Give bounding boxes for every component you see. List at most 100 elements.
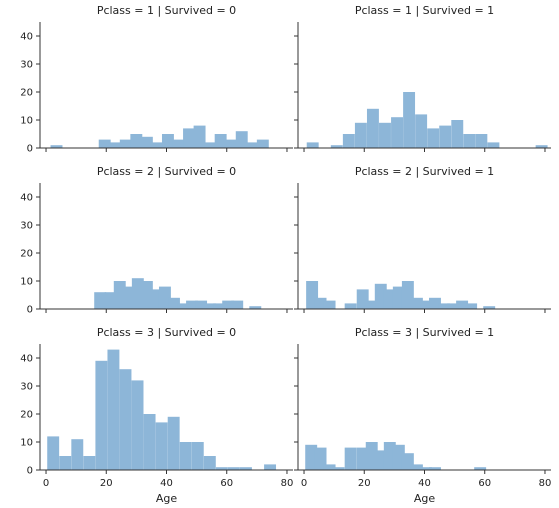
histogram-bar	[392, 286, 405, 309]
histogram-bar	[122, 286, 135, 309]
x-tick-label: 0	[43, 478, 49, 489]
y-tick-label: 0	[27, 144, 33, 155]
panel-title: Pclass = 3 | Survived = 0	[97, 326, 236, 339]
histogram-bar	[83, 456, 96, 470]
histogram-bar	[439, 125, 452, 148]
histogram-bar	[366, 108, 379, 148]
histogram-bar	[222, 300, 235, 309]
x-axis-label: Age	[156, 492, 178, 505]
x-axis-label: Age	[414, 492, 436, 505]
x-tick-label: 0	[301, 478, 307, 489]
histogram-bar	[168, 297, 180, 309]
histogram-bar	[419, 467, 432, 470]
histogram-bar	[151, 142, 164, 148]
histogram-bar	[47, 436, 60, 470]
histogram-bar	[487, 142, 500, 148]
histogram-bar	[119, 369, 132, 470]
x-tick-label: 20	[100, 478, 113, 489]
histogram-bar	[204, 142, 217, 148]
histogram-bar	[98, 139, 111, 148]
histogram-bar	[332, 467, 345, 470]
histogram-bar	[155, 422, 168, 470]
histogram-bar	[379, 122, 391, 148]
histogram-bar	[119, 139, 132, 148]
histogram-bar	[140, 136, 153, 148]
histogram-bar	[256, 139, 269, 148]
histogram-bar	[401, 281, 414, 309]
y-tick-label: 30	[20, 60, 33, 71]
histogram-bar	[177, 303, 189, 309]
histogram-bar	[354, 122, 367, 148]
x-tick-label: 40	[160, 478, 173, 489]
y-tick-label: 10	[20, 116, 33, 127]
histogram-bar	[410, 464, 423, 470]
histogram-bar	[342, 134, 355, 148]
histogram-bar	[535, 145, 548, 148]
y-tick-label: 40	[20, 193, 33, 204]
histogram-bar	[323, 464, 336, 470]
histogram-bar	[131, 278, 144, 309]
histogram-bar	[314, 447, 327, 470]
histogram-bar	[427, 128, 440, 148]
histogram-bar	[179, 442, 192, 470]
y-tick-label: 20	[20, 88, 33, 99]
histogram-bar	[186, 300, 199, 309]
y-tick-label: 40	[20, 32, 33, 43]
histogram-bar	[130, 134, 143, 148]
histogram-bar	[383, 442, 396, 470]
histogram-bar	[323, 300, 336, 309]
histogram-bar	[227, 467, 240, 470]
panel-title: Pclass = 1 | Survived = 0	[97, 4, 236, 17]
x-tick-label: 40	[418, 478, 431, 489]
histogram-bar	[109, 142, 122, 148]
histogram-bar	[183, 128, 195, 148]
histogram-bar	[419, 300, 432, 309]
histogram-bar	[356, 447, 369, 470]
histogram-bar	[344, 447, 357, 470]
y-tick-label: 20	[20, 410, 33, 421]
x-tick-label: 80	[539, 478, 552, 489]
histogram-bar	[463, 134, 476, 148]
y-tick-label: 10	[20, 277, 33, 288]
histogram-bar	[195, 300, 208, 309]
y-tick-label: 30	[20, 221, 33, 232]
histogram-bar	[231, 300, 244, 309]
histogram-bar	[214, 134, 227, 148]
histogram-bar	[401, 453, 414, 470]
panel-title: Pclass = 2 | Survived = 1	[355, 165, 494, 178]
panel-title: Pclass = 2 | Survived = 0	[97, 165, 236, 178]
x-tick-label: 60	[220, 478, 233, 489]
histogram-bar	[410, 297, 423, 309]
histogram-bar	[474, 467, 487, 470]
histogram-bar	[451, 120, 464, 148]
histogram-bar	[330, 145, 343, 148]
histogram-bar	[465, 303, 478, 309]
histogram-bar	[239, 467, 252, 470]
y-tick-label: 10	[20, 438, 33, 449]
histogram-bar	[143, 414, 156, 470]
histogram-bar	[475, 134, 488, 148]
histogram-bar	[59, 456, 72, 470]
histogram-bar	[314, 297, 327, 309]
histogram-bar	[246, 142, 259, 148]
x-tick-label: 80	[281, 478, 294, 489]
histogram-bar	[429, 297, 441, 309]
histogram-bar	[113, 281, 126, 309]
histogram-bar	[204, 303, 217, 309]
histogram-bar	[203, 456, 216, 470]
histogram-bar	[447, 303, 460, 309]
histogram-bar	[374, 283, 387, 309]
histogram-bar	[365, 442, 378, 470]
y-tick-label: 0	[27, 305, 33, 316]
histogram-bar	[456, 300, 469, 309]
histogram-bar	[215, 467, 228, 470]
histogram-bar	[95, 360, 108, 470]
histogram-bar	[403, 92, 416, 148]
x-tick-label: 60	[478, 478, 491, 489]
histogram-bar	[213, 303, 226, 309]
y-tick-label: 20	[20, 249, 33, 260]
histogram-bar	[50, 145, 63, 148]
histogram-bar	[305, 444, 318, 470]
histogram-bar	[249, 306, 262, 309]
